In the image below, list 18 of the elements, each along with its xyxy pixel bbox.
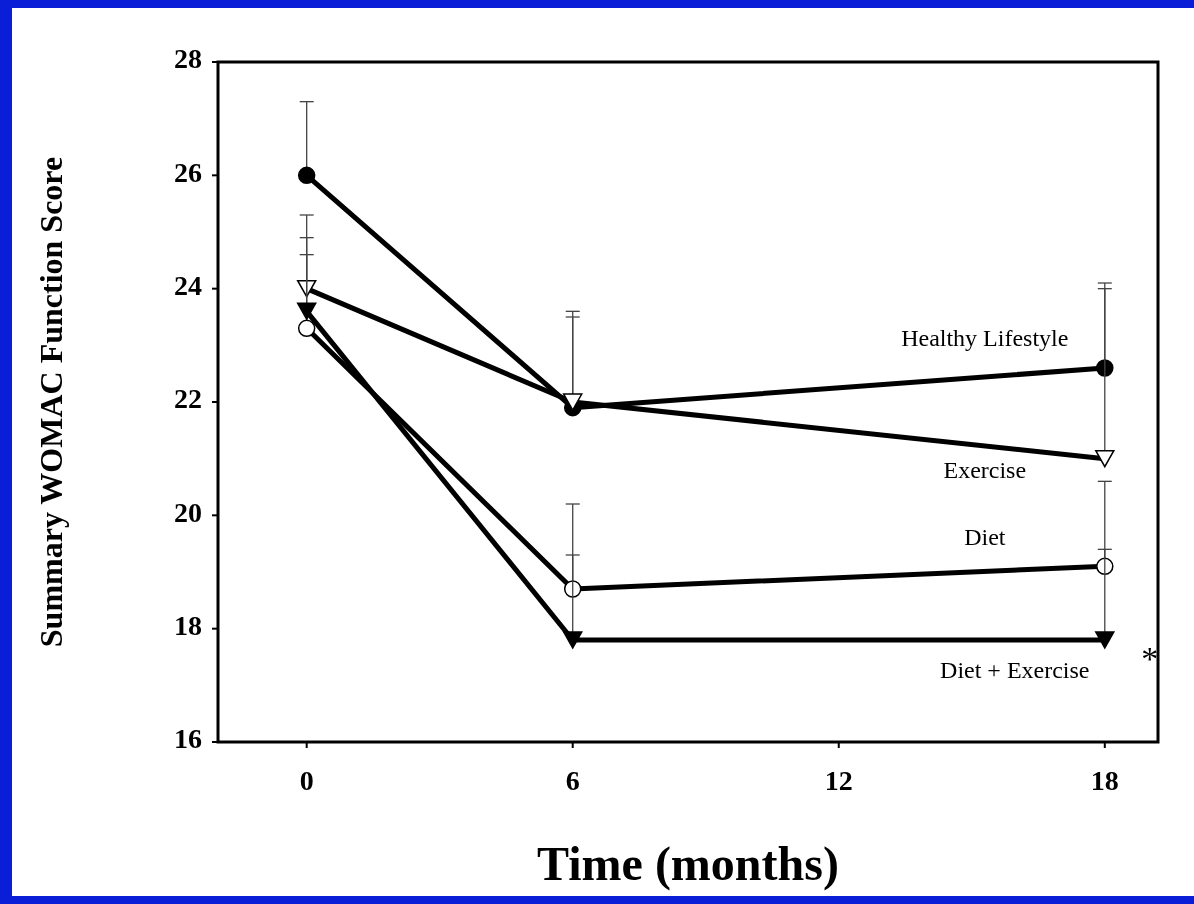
- x-axis-title: Time (months): [537, 837, 839, 891]
- y-tick-label: 28: [174, 43, 202, 75]
- x-tick-label: 18: [1090, 765, 1119, 796]
- y-tick-label: 20: [174, 496, 202, 528]
- x-tick-label: 12: [824, 765, 853, 796]
- annotation: *: [1141, 640, 1159, 677]
- series-label: Healthy Lifestyle: [901, 324, 1069, 351]
- x-tick-label: 0: [299, 765, 314, 796]
- y-tick-label: 26: [174, 156, 202, 188]
- series-label: Diet: [964, 523, 1006, 550]
- y-tick-label: 24: [174, 270, 202, 302]
- series-label: Exercise: [943, 457, 1027, 484]
- y-tick-label: 18: [174, 610, 202, 642]
- y-tick-label: 16: [174, 723, 202, 755]
- y-axis-title: Summary WOMAC Function Score: [33, 156, 69, 648]
- series-label: Diet + Exercise: [940, 656, 1090, 683]
- y-tick-label: 22: [174, 383, 202, 415]
- x-tick-label: 6: [565, 765, 580, 796]
